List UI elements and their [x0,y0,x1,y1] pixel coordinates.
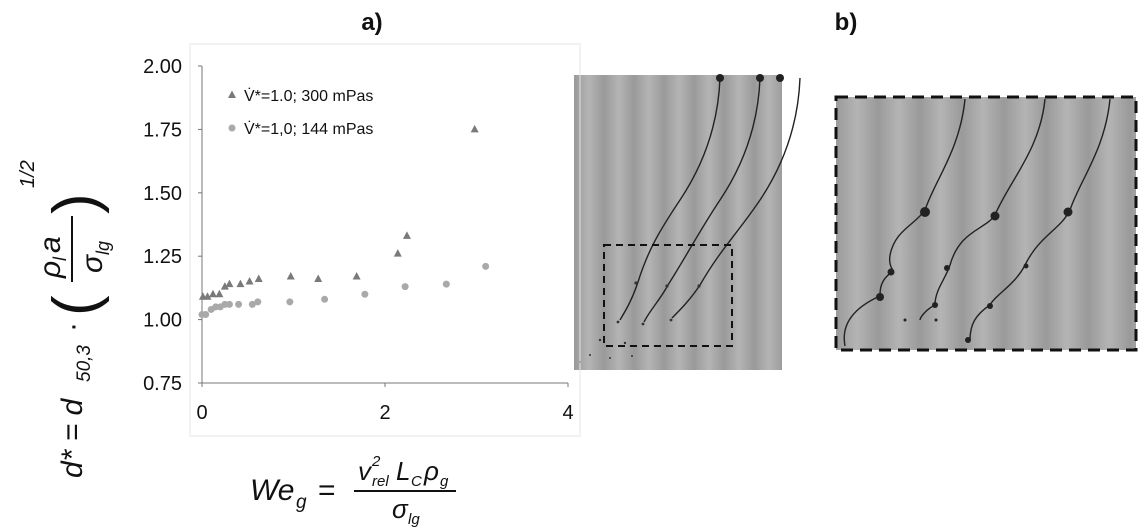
circle-marker [248,300,256,308]
plot-frame [189,43,581,437]
x-title-part: rel [372,473,389,490]
y-title-part: d* = d [56,397,89,478]
y-axis-title: d* = d 50,3 · ( ρ l a σ lg ) 1/2 [17,160,113,478]
x-tick-label: 2 [379,402,390,424]
triangle-marker [203,292,212,300]
x-title-part: ρ [423,456,439,486]
triangle-marker [215,289,224,298]
triangle-marker [245,277,254,285]
triangle-marker [314,274,323,283]
photo-detail [834,95,1138,352]
y-title-part: 1/2 [17,160,39,188]
y-title-part: ( [41,295,110,316]
circle-marker [401,283,409,291]
triangle-marker [236,279,245,288]
y-tick-label: 1.00 [143,310,182,332]
circle-marker [202,311,210,319]
triangle-marker [286,271,295,280]
y-title-part: lg [93,241,113,255]
panel-label: b) [835,9,858,36]
x-title-part: v [358,456,373,486]
legend-label: V̇*=1.0; 300 mPas [244,87,373,105]
circle-marker [442,280,450,288]
x-tick-label: 0 [196,402,207,424]
y-title-part: ρ [34,261,67,279]
circle-marker [235,300,243,308]
y-title-part: σ [76,253,109,273]
circle-marker [361,290,369,298]
y-title-part: l [50,256,70,261]
x-tick-label: 4 [562,402,573,424]
y-tick-label: 2.00 [143,56,182,78]
x-title-part: σ [392,494,409,524]
x-axis-title: We g = v 2 rel L C ρ g σ lg [250,453,456,528]
triangle-marker [402,231,411,239]
photo-overview [574,74,801,370]
x-title-part: C [411,473,422,490]
x-title-part: L [396,456,410,486]
y-title-part: ) [41,193,110,214]
x-title-part: = [318,474,336,507]
x-title-part: lg [408,511,420,528]
x-title-part: g [296,492,307,513]
triangle-marker [470,124,479,133]
triangle-marker [208,289,217,298]
y-title-part: 50,3 [74,345,95,382]
x-title-part: g [440,473,449,490]
y-tick-label: 0.75 [143,373,182,395]
triangle-marker [393,249,402,257]
legend-label: V̇*=1,0; 144 mPas [244,120,373,138]
circle-marker [254,298,262,306]
x-title-part: We [250,474,294,507]
legend-marker [228,90,236,98]
y-tick-label: 1.50 [143,183,182,205]
y-tick-label: 1.25 [143,246,182,268]
panel-label: a) [361,9,382,36]
triangle-marker [225,279,234,288]
circle-marker [286,298,294,306]
x-title-part: 2 [371,453,381,470]
y-tick-label: 1.75 [143,119,182,141]
circle-marker [225,300,233,308]
triangle-marker [352,271,361,280]
circle-marker [321,295,329,303]
triangle-marker [254,274,263,283]
y-title-part: · [56,322,89,332]
circle-marker [482,262,490,270]
legend-marker [228,124,236,132]
y-title-part: a [34,236,67,253]
triangle-marker [220,282,229,290]
